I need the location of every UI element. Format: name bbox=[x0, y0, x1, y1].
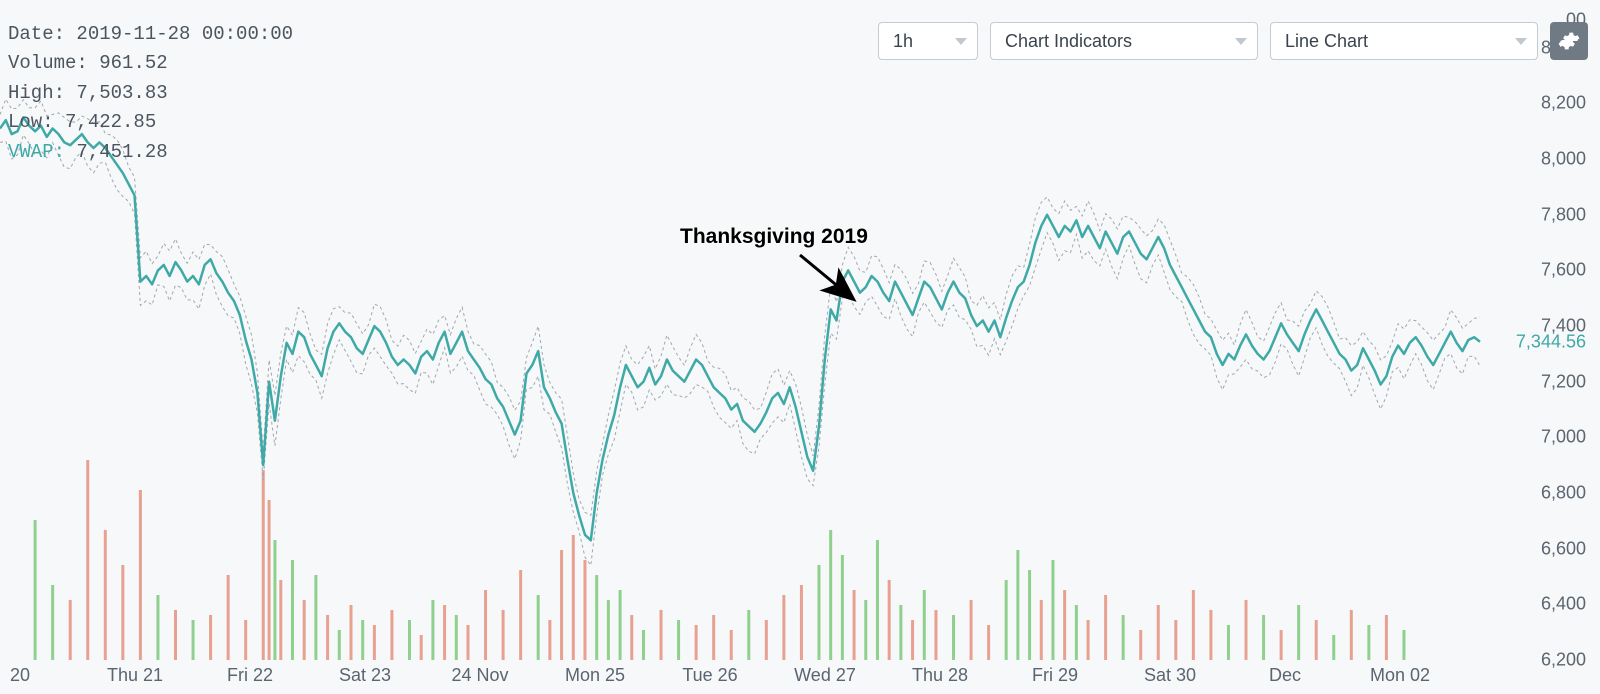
chart-type-label: Line Chart bbox=[1285, 31, 1368, 52]
x-tick-label: Mon 25 bbox=[565, 665, 625, 686]
gear-icon bbox=[1558, 30, 1580, 52]
info-vwap: VWAP: 7,451.28 bbox=[8, 138, 293, 167]
chart-type-select[interactable]: Line Chart bbox=[1270, 22, 1538, 60]
y-tick-label: 8,200 bbox=[1541, 93, 1586, 114]
y-tick-label: 7,000 bbox=[1541, 427, 1586, 448]
x-tick-label: Wed 27 bbox=[794, 665, 856, 686]
chart-controls: 1h Chart Indicators Line Chart bbox=[878, 22, 1588, 60]
timeframe-select[interactable]: 1h bbox=[878, 22, 978, 60]
info-volume: Volume: 961.52 bbox=[8, 49, 293, 78]
x-tick-label: Fri 22 bbox=[227, 665, 273, 686]
info-low: Low: 7,422.85 bbox=[8, 108, 293, 137]
indicators-select[interactable]: Chart Indicators bbox=[990, 22, 1258, 60]
x-tick-label: Thu 21 bbox=[107, 665, 163, 686]
indicators-label: Chart Indicators bbox=[1005, 31, 1132, 52]
current-price-label: 7,344.56 bbox=[1516, 331, 1586, 352]
x-tick-label: Sat 30 bbox=[1144, 665, 1196, 686]
y-tick-label: 6,800 bbox=[1541, 483, 1586, 504]
y-tick-label: 6,600 bbox=[1541, 538, 1586, 559]
y-tick-label: 6,400 bbox=[1541, 594, 1586, 615]
timeframe-label: 1h bbox=[893, 31, 913, 52]
y-tick-label: 7,200 bbox=[1541, 371, 1586, 392]
y-tick-label: 8,000 bbox=[1541, 149, 1586, 170]
y-tick-label: 7,800 bbox=[1541, 204, 1586, 225]
x-tick-label: Sat 23 bbox=[339, 665, 391, 686]
x-tick-label: Mon 02 bbox=[1370, 665, 1430, 686]
x-tick-label: Dec bbox=[1269, 665, 1301, 686]
y-tick-label: 7,600 bbox=[1541, 260, 1586, 281]
x-tick-label: Tue 26 bbox=[682, 665, 737, 686]
x-tick-label: 20 bbox=[10, 665, 30, 686]
x-tick-label: 24 Nov bbox=[451, 665, 508, 686]
settings-button[interactable] bbox=[1550, 22, 1588, 60]
info-high: High: 7,503.83 bbox=[8, 79, 293, 108]
info-date: Date: 2019-11-28 00:00:00 bbox=[8, 20, 293, 49]
x-tick-label: Fri 29 bbox=[1032, 665, 1078, 686]
chevron-down-icon bbox=[1235, 38, 1247, 45]
chevron-down-icon bbox=[955, 38, 967, 45]
y-tick-label: 6,200 bbox=[1541, 650, 1586, 671]
ohlc-info-panel: Date: 2019-11-28 00:00:00 Volume: 961.52… bbox=[8, 20, 293, 167]
chevron-down-icon bbox=[1515, 38, 1527, 45]
x-tick-label: Thu 28 bbox=[912, 665, 968, 686]
annotation-thanksgiving: Thanksgiving 2019 bbox=[680, 225, 868, 249]
